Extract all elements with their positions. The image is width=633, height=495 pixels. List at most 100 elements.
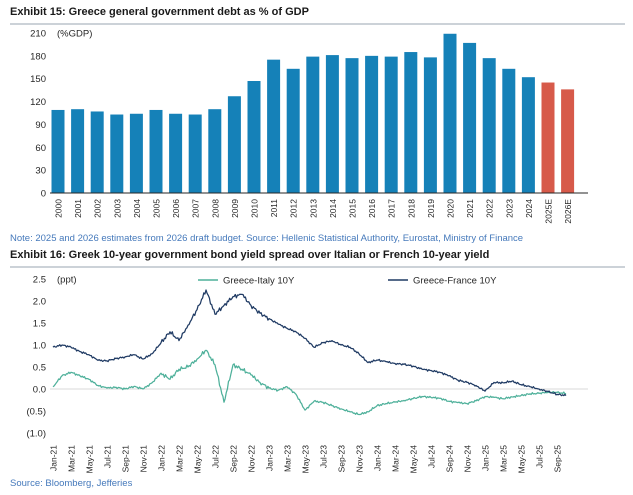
x-axis-label-2018: 2018 <box>406 199 416 218</box>
exhibit-15-title: Exhibit 15: Greece general government de… <box>10 6 625 25</box>
x-axis-label-Jul-23: Jul-23 <box>319 445 329 468</box>
bar-2014 <box>325 55 339 193</box>
x-axis-label-May-24: May-24 <box>409 445 419 474</box>
y-axis-label-1.5: 1.5 <box>33 319 46 330</box>
x-axis-label-2014: 2014 <box>328 199 338 218</box>
bar-2023 <box>502 68 516 193</box>
bar-2007 <box>188 114 202 193</box>
y-axis-label-0: 0 <box>41 189 46 200</box>
legend-label-greece-italy: Greece-Italy 10Y <box>223 276 295 287</box>
y-axis-label-60: 60 <box>35 143 46 154</box>
debt-bar-chart: 0 30 60 90 120 150 180 210 (%GDP) 2000 2001 2002 200… <box>30 29 588 224</box>
x-axis-label-2001: 2001 <box>73 199 83 218</box>
x-axis-label-2000: 2000 <box>54 199 64 218</box>
x-axis-label-2026E: 2026E <box>563 199 573 224</box>
x-axis-label-Mar-25: Mar-25 <box>499 445 509 472</box>
y-axis-label-180: 180 <box>30 51 46 62</box>
y-axis-label-2.0: 2.0 <box>33 297 46 308</box>
x-axis-label-Mar-21: Mar-21 <box>67 445 77 472</box>
x-axis-label-Mar-24: Mar-24 <box>391 445 401 472</box>
x-axis-label-2003: 2003 <box>112 199 122 218</box>
bar-2005 <box>149 109 163 193</box>
x-axis-label-Mar-23: Mar-23 <box>283 445 293 472</box>
exhibit-16-title: Exhibit 16: Greek 10-year government bon… <box>10 249 625 268</box>
bar-2025E <box>541 82 555 193</box>
bar-2002 <box>90 111 104 193</box>
x-axis-label-May-21: May-21 <box>85 445 95 474</box>
y-axis-label-210: 210 <box>30 29 46 40</box>
bar-2008 <box>208 109 222 193</box>
x-axis-label-2022: 2022 <box>485 199 495 218</box>
x-axis-label-Nov-23: Nov-23 <box>355 445 365 473</box>
bar-2015 <box>345 58 359 194</box>
x-axis-label-2019: 2019 <box>426 199 436 218</box>
bar-2020 <box>443 33 457 194</box>
x-axis-label-2004: 2004 <box>132 199 142 218</box>
x-axis-label-Jul-22: Jul-22 <box>211 445 221 468</box>
x-axis-label-2011: 2011 <box>269 199 279 218</box>
exhibit-15-note: Note: 2025 and 2026 estimates from 2026 … <box>10 233 524 244</box>
bar-2006 <box>169 113 183 193</box>
bar-2000 <box>51 109 65 193</box>
x-axis-label-Jul-25: Jul-25 <box>535 445 545 468</box>
x-axis-label-Jul-21: Jul-21 <box>103 445 113 468</box>
x-axis-label-2020: 2020 <box>446 199 456 218</box>
y-axis-label-0.5: 0.5 <box>33 363 46 374</box>
x-axis-label-2024: 2024 <box>524 199 534 218</box>
x-axis-label-2015: 2015 <box>348 199 358 218</box>
bar-2022 <box>482 58 496 194</box>
legend-label-greece-france: Greece-France 10Y <box>413 276 497 287</box>
y-axis-unit-label: (ppt) <box>57 275 77 286</box>
y-axis-label-0.0: 0.0 <box>33 385 46 396</box>
bar-2001 <box>71 109 85 193</box>
x-axis-label-Mar-22: Mar-22 <box>175 445 185 472</box>
x-axis-label-2013: 2013 <box>308 199 318 218</box>
bar-2017 <box>384 56 398 193</box>
y-axis-unit-label: (%GDP) <box>57 29 92 40</box>
x-axis-label-May-25: May-25 <box>517 445 527 474</box>
x-axis-label-2005: 2005 <box>152 199 162 218</box>
bar-2021 <box>463 42 477 194</box>
bar-2016 <box>365 55 379 193</box>
x-axis-label-2009: 2009 <box>230 199 240 218</box>
x-axis-label-2008: 2008 <box>210 199 220 218</box>
y-axis-label-(1.0): (1.0) <box>26 429 46 440</box>
x-axis-label-Jan-24: Jan-24 <box>373 445 383 471</box>
y-axis-label-30: 30 <box>35 166 46 177</box>
bar-2003 <box>110 114 124 193</box>
x-axis-label-Jan-25: Jan-25 <box>481 445 491 471</box>
bar-2011 <box>267 59 281 193</box>
x-axis-label-Sep-22: Sep-22 <box>229 445 239 473</box>
x-axis-label-2010: 2010 <box>250 199 260 218</box>
bar-2013 <box>306 56 320 193</box>
x-axis-label-Jan-23: Jan-23 <box>265 445 275 471</box>
x-axis-label-May-22: May-22 <box>193 445 203 474</box>
bar-2012 <box>286 68 300 193</box>
y-axis-label-90: 90 <box>35 120 46 131</box>
bar-2010 <box>247 81 261 193</box>
bar-2024 <box>521 77 535 193</box>
x-axis-label-Sep-23: Sep-23 <box>337 445 347 473</box>
y-axis-label-(0.5): (0.5) <box>26 407 46 418</box>
x-axis-label-May-23: May-23 <box>301 445 311 474</box>
y-axis-label-2.5: 2.5 <box>33 275 46 286</box>
y-axis-label-120: 120 <box>30 97 46 108</box>
y-axis-label-150: 150 <box>30 74 46 85</box>
x-axis-label-Nov-22: Nov-22 <box>247 445 257 473</box>
bar-2026E <box>561 89 575 193</box>
y-axis-label-1.0: 1.0 <box>33 341 46 352</box>
x-axis-label-2012: 2012 <box>289 199 299 218</box>
exhibit-16-source: Source: Bloomberg, Jefferies <box>10 478 133 489</box>
series-line-greece-italy <box>52 349 567 416</box>
x-axis-label-2006: 2006 <box>171 199 181 218</box>
x-axis-label-Nov-24: Nov-24 <box>463 445 473 473</box>
x-axis-label-2025E: 2025E <box>544 199 554 224</box>
x-axis-label-2007: 2007 <box>191 199 201 218</box>
x-axis-label-2023: 2023 <box>504 199 514 218</box>
x-axis-label-Sep-25: Sep-25 <box>553 445 563 473</box>
bar-2004 <box>129 113 143 193</box>
series-line-greece-france <box>52 289 567 397</box>
x-axis-label-2017: 2017 <box>387 199 397 218</box>
bar-2018 <box>404 52 418 193</box>
